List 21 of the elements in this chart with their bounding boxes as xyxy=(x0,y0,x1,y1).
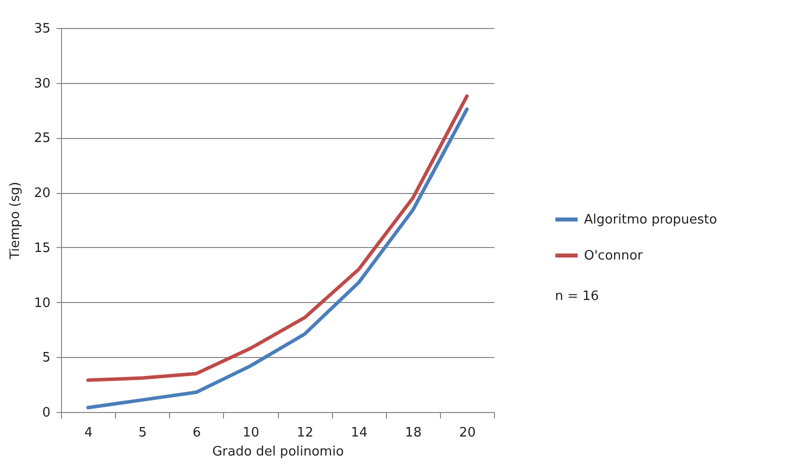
legend-label: Algoritmo propuesto xyxy=(584,212,718,228)
y-tick-label: 5 xyxy=(42,350,50,366)
x-tick-label: 5 xyxy=(138,426,147,440)
y-tick-label: 25 xyxy=(34,131,50,146)
y-tick-label: 10 xyxy=(34,296,50,311)
x-tick-label: 4 xyxy=(84,426,93,440)
x-tick-label: 20 xyxy=(459,426,476,440)
text: n = 16 xyxy=(555,289,599,304)
legend-label: O'connor xyxy=(584,248,644,264)
x-tick-label: 18 xyxy=(405,426,422,440)
x-tick-label: 12 xyxy=(296,426,314,440)
y-tick-label: 20 xyxy=(34,186,50,202)
x-tick-label: 10 xyxy=(242,426,260,440)
y-tick-label: 15 xyxy=(34,240,50,256)
y-tick-label: 0 xyxy=(42,406,50,420)
y-axis-title: Tiempo (sg) xyxy=(8,182,23,260)
x-tick-label: 6 xyxy=(192,426,201,440)
y-tick-label: 30 xyxy=(34,76,50,92)
y-tick-label: 35 xyxy=(34,22,50,36)
x-axis-title: Grado del polinomio xyxy=(212,444,344,460)
x-tick-label: 14 xyxy=(350,426,368,440)
